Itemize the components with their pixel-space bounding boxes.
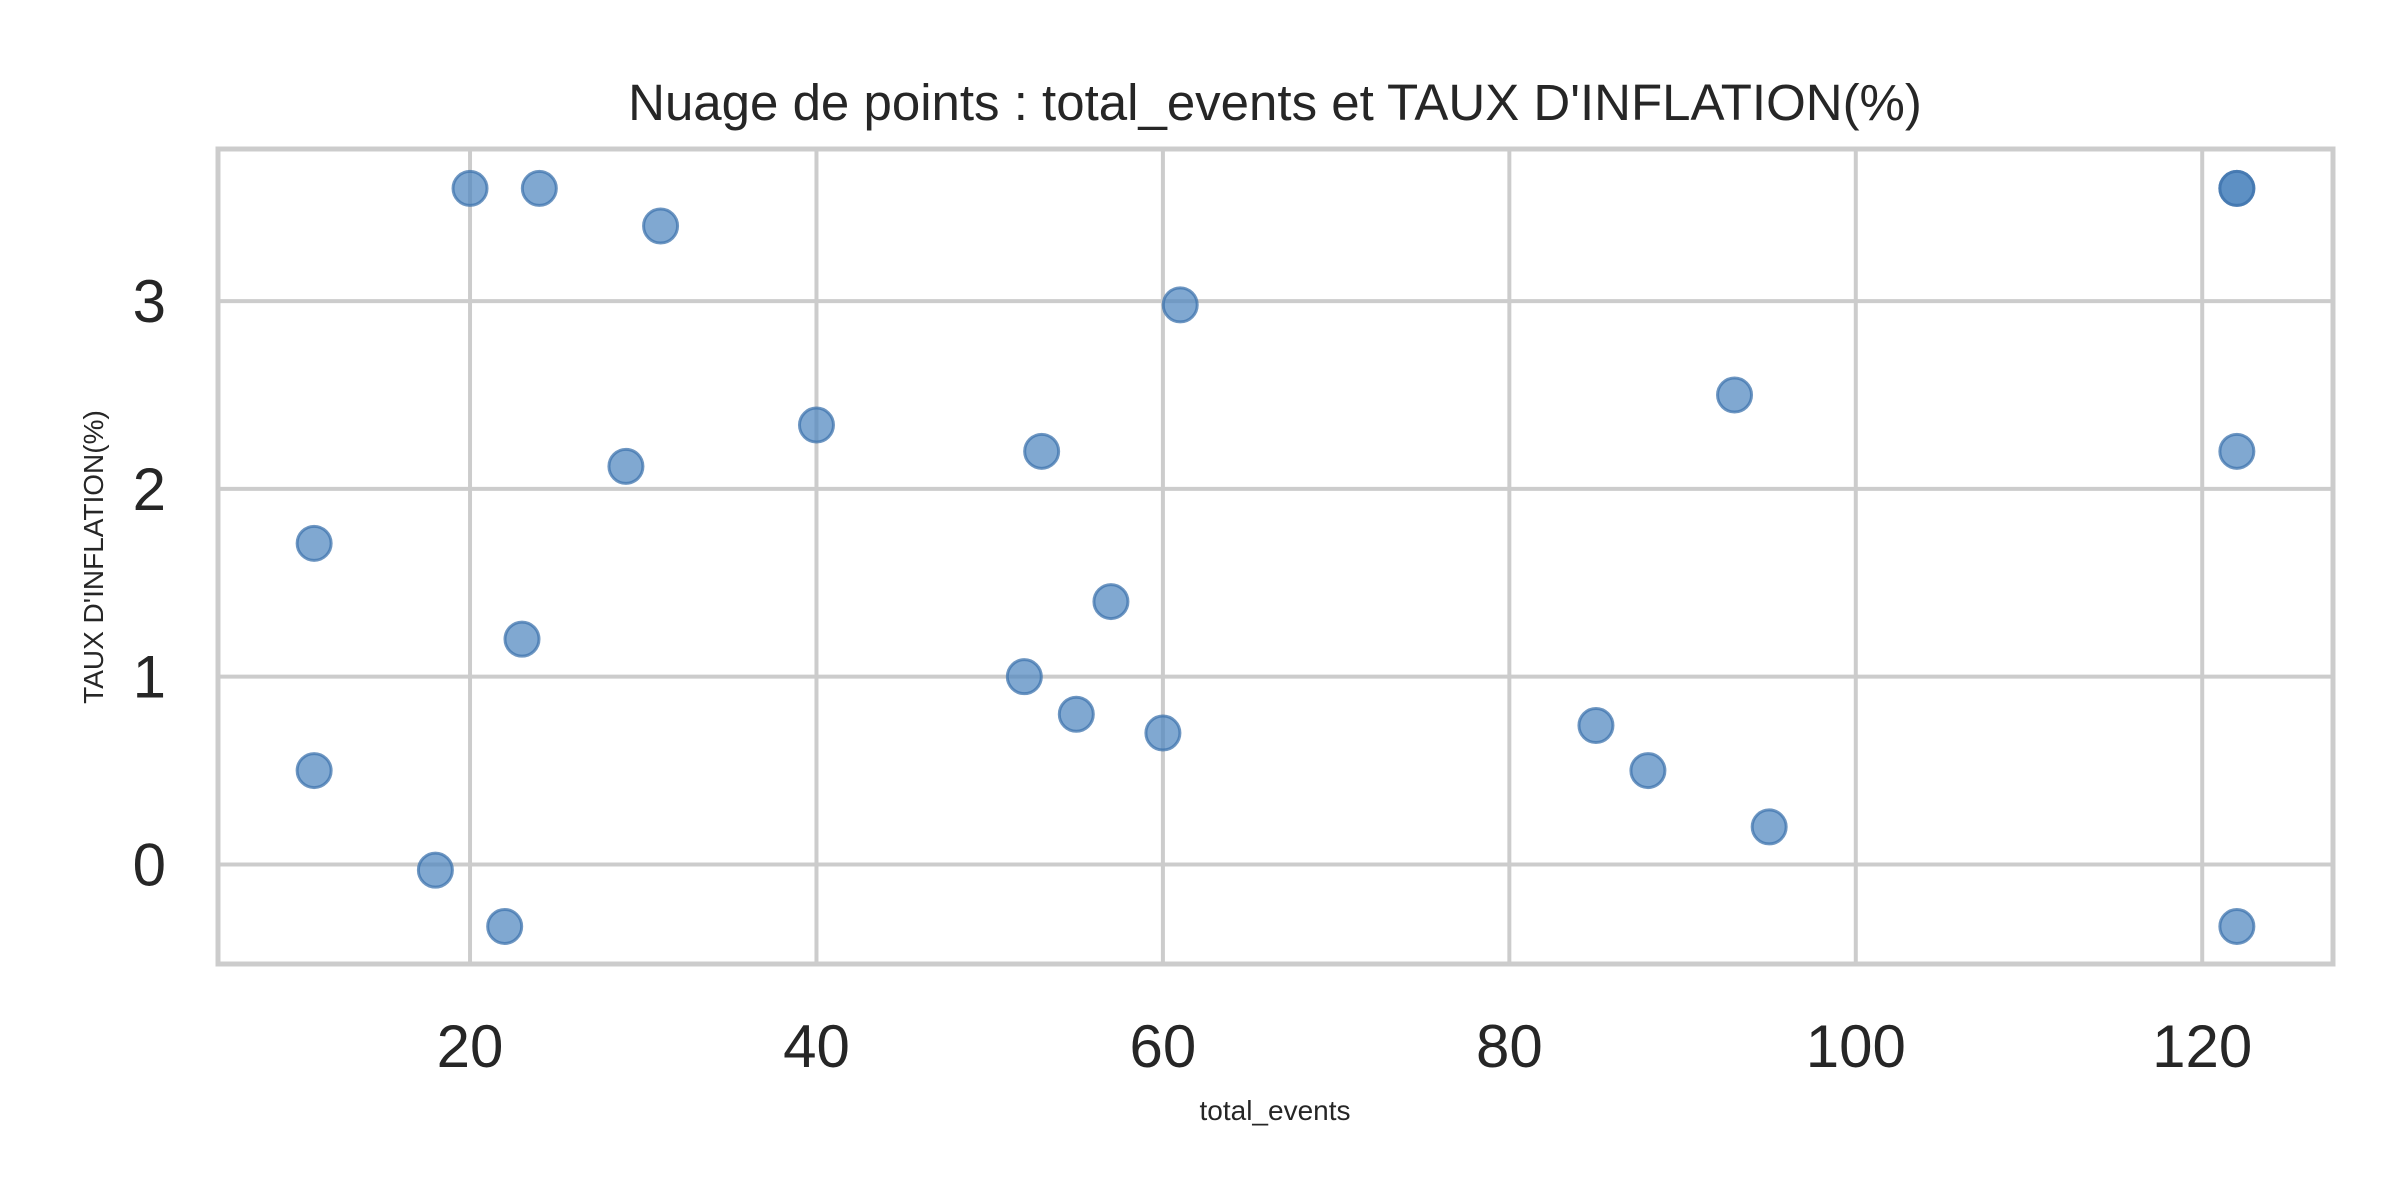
x-tick-label: 80 [1476,1013,1543,1080]
x-tick-label: 100 [1806,1013,1906,1080]
y-tick-labels: 0 1 2 3 [133,268,166,898]
x-tick-label: 20 [437,1013,504,1080]
scatter-point [797,406,835,444]
y-tick-label: 0 [133,831,166,898]
y-tick-label: 2 [133,456,166,523]
scatter-point [451,169,489,207]
x-axis-label: total_events [1200,1095,1351,1126]
x-tick-label: 60 [1130,1013,1197,1080]
scatter-point [1005,658,1043,696]
scatter-point [520,169,558,207]
chart-title: Nuage de points : total_events et TAUX D… [628,74,1922,131]
x-tick-labels: 20 40 60 80 100 120 [437,1013,2253,1080]
scatter-point [1629,752,1667,790]
scatter-point [1092,583,1130,621]
scatter-point [295,524,333,562]
scatter-point [607,447,645,485]
scatter-point [503,620,541,658]
x-tick-label: 120 [2152,1013,2252,1080]
scatter-point [295,752,333,790]
scatter-point [642,207,680,245]
scatter-point [416,851,454,889]
y-axis-label: TAUX D'INFLATION(%) [78,410,109,704]
scatter-point [2218,169,2256,207]
points-layer [295,169,2256,945]
scatter-point [2218,907,2256,945]
scatter-point [2218,432,2256,470]
y-tick-label: 3 [133,268,166,335]
scatter-point [1750,808,1788,846]
scatter-point [1716,376,1754,414]
plot-frame [215,146,2336,967]
y-tick-label: 1 [133,644,166,711]
scatter-point [1057,695,1095,733]
scatter-point [486,907,524,945]
scatter-point [1023,432,1061,470]
grid-layer [218,149,2333,964]
x-tick-label: 40 [783,1013,850,1080]
scatter-point [1577,707,1615,745]
scatter-point [1144,714,1182,752]
scatter-point [1161,286,1199,324]
